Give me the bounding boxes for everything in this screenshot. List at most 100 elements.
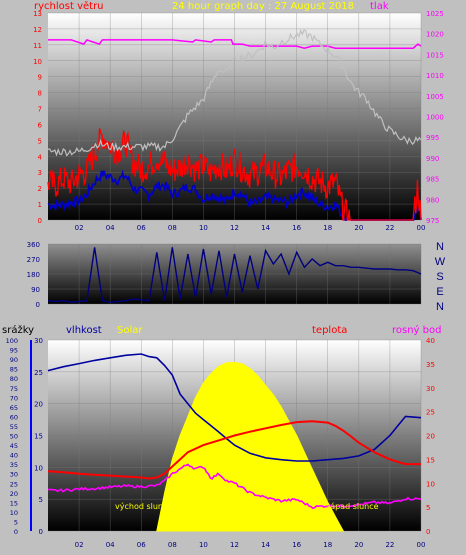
x-tick-label: 20 (354, 541, 363, 549)
direction-tick-label: 0 (36, 301, 40, 309)
x-tick-label: 00 (417, 541, 426, 549)
temp-tick-label: 20 (426, 433, 435, 441)
temp-tick-label: 30 (426, 385, 435, 393)
humidity-series (47, 353, 422, 462)
panel3-series (47, 353, 422, 532)
dew-point-label: rosný bod (392, 324, 441, 336)
compass-letter: N (436, 301, 444, 313)
precip-tick-label: 90 (10, 356, 18, 364)
temp-tick-label: 5 (426, 504, 430, 512)
left-tick-label: 11 (33, 42, 42, 50)
temp-tick-label: 15 (426, 456, 435, 464)
precip-tick-label: 20 (10, 490, 18, 498)
sunset-label: západ slunce (326, 502, 379, 511)
precip-tick-label: 5 (14, 518, 18, 526)
precip-tick-label: 35 (10, 461, 18, 469)
precip-tick-label: 10 (10, 509, 18, 517)
pressure-label: tlak (370, 1, 389, 12)
humidity-ticks: 0 5 10 15 20 25 30 (34, 337, 43, 536)
precip-tick-label: 75 (10, 385, 18, 393)
panel3-x-ticks: 02 04 06 08 10 12 14 16 18 20 22 00 (75, 541, 426, 549)
wind_gust-series (47, 128, 422, 221)
x-tick-label: 14 (261, 541, 270, 549)
precip-tick-label: 15 (10, 499, 18, 507)
direction-tick-label: 90 (31, 286, 40, 294)
humidity-tick-label: 25 (34, 369, 43, 377)
x-tick-label: 02 (75, 541, 84, 549)
temp-tick-label: 40 (426, 337, 435, 345)
precip-tick-label: 45 (10, 442, 18, 450)
compass-letter: S (436, 271, 443, 283)
temperature-humidity-chart: 0510152025303540455055606570758085909510… (0, 318, 466, 555)
left-tick-label: 13 (33, 10, 42, 18)
precip-tick-label: 100 (6, 337, 18, 345)
right-tick-label: 980 (426, 196, 439, 204)
panel2-series (47, 247, 422, 304)
right-tick-label: 995 (426, 134, 439, 142)
x-tick-label: 10 (199, 224, 208, 232)
left-tick-label: 0 (38, 217, 42, 225)
humidity-label: vlhkost (66, 325, 102, 336)
temp-tick-label: 25 (426, 409, 435, 417)
precip-tick-label: 0 (14, 528, 18, 536)
panel2-y-ticks: 0 90 180 270 360 (27, 241, 40, 309)
x-tick-label: 12 (230, 541, 239, 549)
left-tick-label: 3 (38, 169, 42, 177)
left-tick-label: 5 (38, 137, 42, 145)
compass-letter: E (436, 286, 443, 298)
sunrise-label: východ slunce (115, 502, 172, 511)
right-tick-label: 985 (426, 176, 439, 184)
precip-tick-label: 85 (10, 366, 18, 374)
wind-direction-series (47, 247, 422, 304)
x-tick-label: 22 (385, 224, 394, 232)
x-tick-label: 06 (137, 541, 146, 549)
precipitation-label: srážky (2, 324, 34, 336)
compass-letter: N (436, 241, 444, 253)
left-tick-label: 4 (38, 153, 43, 161)
x-tick-label: 02 (75, 224, 84, 232)
right-tick-label: 1015 (426, 51, 444, 59)
dew_point-series (47, 463, 421, 510)
temperature-label: teplota (312, 325, 347, 336)
x-tick-label: 04 (106, 224, 115, 232)
right-tick-label: 990 (426, 155, 439, 163)
chart-title: 24 hour graph day : 27 August 2018 (172, 1, 354, 12)
humidity-tick-label: 30 (34, 337, 43, 345)
precip-tick-label: 95 (10, 347, 18, 355)
x-tick-label: 22 (385, 541, 394, 549)
x-tick-label: 04 (106, 541, 115, 549)
x-tick-label: 18 (323, 541, 332, 549)
precip-tick-label: 80 (10, 375, 18, 383)
left-tick-label: 1 (38, 201, 42, 209)
temp-tick-label: 10 (426, 480, 435, 488)
right-tick-label: 1005 (426, 93, 444, 101)
direction-tick-label: 270 (27, 256, 40, 264)
x-tick-label: 16 (292, 541, 301, 549)
solar-label: Solar (117, 325, 143, 336)
panel1-x-ticks: 02 04 06 08 10 12 14 16 18 20 22 00 (75, 224, 426, 232)
left-tick-label: 6 (38, 121, 43, 129)
x-tick-label: 16 (292, 224, 301, 232)
temp-tick-label: 35 (426, 361, 435, 369)
panel2-grid (48, 243, 422, 305)
right-tick-label: 1025 (426, 10, 444, 18)
compass-letter: W (435, 256, 446, 268)
left-tick-label: 7 (38, 106, 42, 114)
humidity-tick-label: 15 (34, 433, 43, 441)
precip-tick-label: 40 (10, 452, 18, 460)
humidity-tick-label: 0 (39, 528, 43, 536)
x-tick-label: 08 (168, 224, 177, 232)
x-tick-label: 14 (261, 224, 270, 232)
precip-tick-label: 25 (10, 480, 18, 488)
humidity-tick-label: 20 (34, 401, 43, 409)
left-tick-label: 9 (38, 74, 42, 82)
wind-speed-label: rychlost větru (34, 0, 104, 12)
temperature_trace-series (48, 28, 422, 157)
direction-tick-label: 180 (27, 271, 40, 279)
x-tick-label: 10 (199, 541, 208, 549)
humidity-tick-label: 10 (34, 464, 43, 472)
x-tick-label: 00 (417, 224, 426, 232)
